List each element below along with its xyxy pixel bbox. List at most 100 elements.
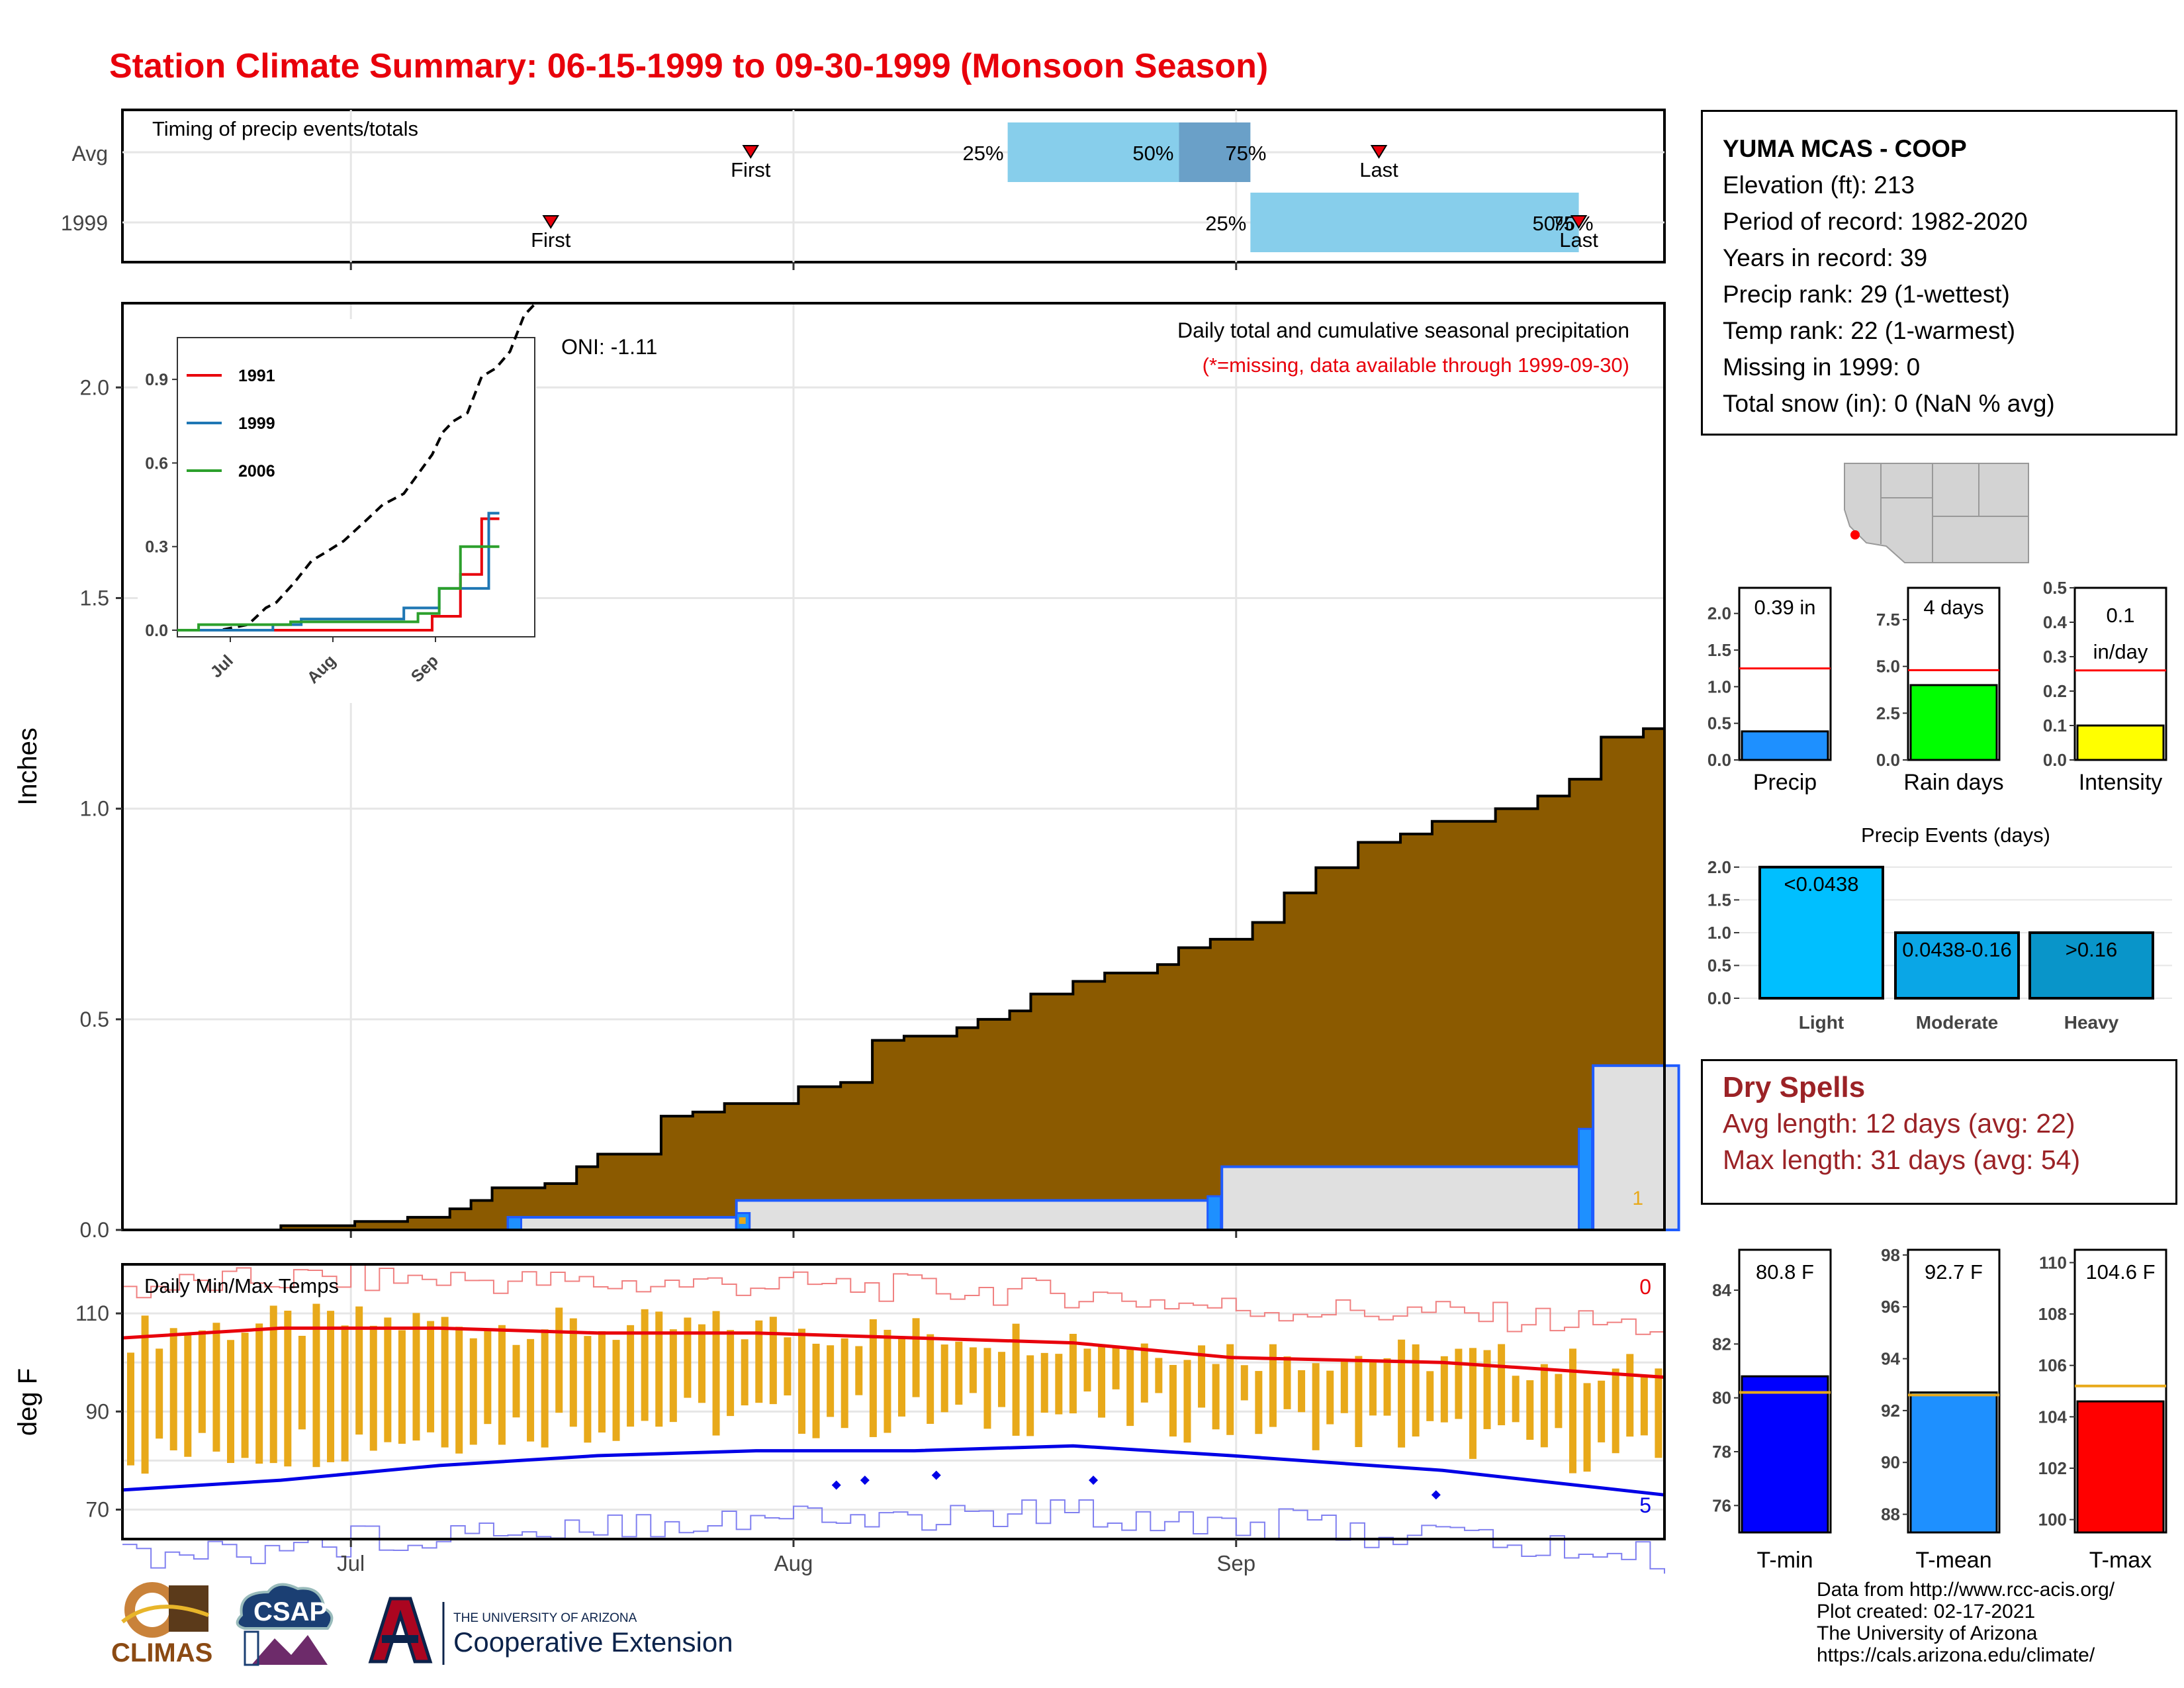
daily-temp-bar-99 <box>1540 1364 1548 1448</box>
temp-bar-tick-label-1-4: 96 <box>1881 1297 1900 1317</box>
daily-temp-bar-80 <box>1269 1344 1277 1427</box>
inset-legend-label-1999: 1999 <box>238 414 275 433</box>
temp-count-min: 5 <box>1639 1493 1651 1517</box>
mini-bar-tick-label-2-3: 0.3 <box>2043 647 2067 667</box>
daily-temp-bar-94 <box>1469 1348 1477 1459</box>
station-period: Period of record: 1982-2020 <box>1723 208 2028 235</box>
daily-temp-bar-47 <box>797 1329 805 1434</box>
daily-temp-bar-62 <box>1012 1323 1020 1436</box>
daily-temp-bar-0 <box>127 1352 134 1466</box>
timing-last-marker-0 <box>1370 145 1388 159</box>
precip-event-category-moderate: Moderate <box>1916 1012 1998 1033</box>
daily-temp-bar-27 <box>512 1344 520 1418</box>
daily-temp-bar-100 <box>1555 1374 1563 1429</box>
daily-temp-bar-54 <box>898 1336 905 1417</box>
ua-small-text: THE UNIVERSITY OF ARIZONA <box>453 1611 637 1625</box>
daily-temp-bar-24 <box>469 1338 477 1445</box>
month-tick-label-2: Sep <box>1216 1551 1255 1575</box>
record-min-marker-0 <box>831 1480 841 1490</box>
daily-temp-bar-4 <box>184 1334 192 1457</box>
daily-temp-bar-98 <box>1526 1380 1534 1440</box>
daily-temp-bar-35 <box>627 1325 635 1427</box>
daily-temp-bar-16 <box>355 1306 363 1435</box>
temp-bar-value-1: 92.7 F <box>1925 1260 1983 1284</box>
daily-temp-bar-73 <box>1169 1364 1177 1437</box>
mini-bar-tick-label-0-0: 0.0 <box>1707 750 1731 770</box>
daily-temp-bar-52 <box>869 1319 877 1437</box>
temp-y-tick-label-1: 90 <box>85 1399 109 1423</box>
record-min-marker-3 <box>1089 1476 1099 1485</box>
precip-event-category-light: Light <box>1799 1012 1844 1033</box>
precip-events-tick-label-4: 2.0 <box>1707 857 1731 877</box>
daily-temp-bar-5 <box>198 1330 206 1433</box>
timing-panel-label: Timing of precip events/totals <box>152 117 418 140</box>
inset-avg-cumulative-line <box>177 303 536 632</box>
dry-spells-avg: Avg length: 12 days (avg: 22) <box>1723 1108 2075 1139</box>
daily-temp-bar-44 <box>755 1320 763 1403</box>
daily-temp-bar-74 <box>1183 1360 1191 1443</box>
mini-bar-unit-2: in/day <box>2093 640 2148 663</box>
daily-temp-bar-86 <box>1355 1356 1363 1448</box>
daily-temp-bar-45 <box>769 1317 777 1405</box>
daily-temp-bar-71 <box>1140 1343 1148 1403</box>
record-min-marker-4 <box>1431 1490 1441 1500</box>
daily-temp-bar-89 <box>1398 1339 1406 1448</box>
daily-temp-bar-48 <box>812 1343 820 1438</box>
temp-bar-0 <box>1741 1375 1829 1534</box>
daily-temp-bar-66 <box>1069 1333 1077 1414</box>
station-precip-rank: Precip rank: 29 (1-wettest) <box>1723 281 2010 308</box>
daily-temp-bar-10 <box>269 1305 277 1464</box>
daily-temp-bar-96 <box>1498 1344 1506 1426</box>
station-location-map <box>1840 462 2030 564</box>
timing-last-label-1: Last <box>1559 228 1598 252</box>
daily-temp-bar-37 <box>655 1311 663 1427</box>
page-title: Station Climate Summary: 06-15-1999 to 0… <box>109 47 1269 85</box>
daily-temp-bar-36 <box>641 1309 649 1421</box>
daily-precip-bar-0 <box>507 1216 522 1231</box>
temp-bar-tick-label-1-5: 98 <box>1881 1245 1900 1265</box>
daily-temp-bar-60 <box>983 1348 991 1429</box>
temp-bar-tick-label-1-3: 94 <box>1881 1349 1900 1369</box>
daily-temp-bar-9 <box>255 1323 263 1464</box>
daily-temp-bar-72 <box>1155 1358 1163 1393</box>
daily-temp-bar-51 <box>855 1346 863 1395</box>
precip-y-tick-label-1: 0.5 <box>80 1008 109 1031</box>
daily-temp-bar-1 <box>141 1315 149 1474</box>
oni-label: ONI: -1.11 <box>561 335 657 359</box>
daily-temp-bar-64 <box>1040 1352 1048 1413</box>
daily-temp-bar-40 <box>698 1324 705 1403</box>
timing-q50-q75-bar-0 <box>1179 122 1251 182</box>
timing-q25-label-0: 25% <box>963 142 1004 165</box>
daily-temp-bar-68 <box>1098 1344 1106 1418</box>
timing-row-label-year: 1999 <box>61 211 108 235</box>
precip-events-tick-label-0: 0.0 <box>1707 988 1731 1008</box>
daily-temp-bar-69 <box>1112 1348 1120 1389</box>
event-step-2 <box>1220 1165 1595 1231</box>
precip-y-tick-label-2: 1.0 <box>80 797 109 821</box>
mini-bar-name-2: Intensity <box>2079 770 2163 795</box>
daily-temp-bar-92 <box>1440 1356 1448 1423</box>
daily-temp-bar-3 <box>169 1328 177 1451</box>
daily-temp-bar-30 <box>555 1307 563 1413</box>
station-snow: Total snow (in): 0 (NaN % avg) <box>1723 390 2055 417</box>
inset-line-1991 <box>177 517 500 632</box>
daily-temp-bar-91 <box>1426 1371 1434 1421</box>
temp-y-tick-label-2: 110 <box>75 1301 109 1325</box>
credit-plot-date: Plot created: 02-17-2021 <box>1817 1601 2036 1622</box>
daily-temp-bar-87 <box>1369 1361 1377 1416</box>
daily-temp-bar-19 <box>398 1330 406 1444</box>
timing-first-label-0: First <box>731 158 771 181</box>
daily-precip-bar-2 <box>1206 1195 1222 1231</box>
daily-temp-bar-56 <box>927 1334 934 1424</box>
station-missing: Missing in 1999: 0 <box>1723 353 1921 381</box>
daily-temp-bar-65 <box>1055 1354 1063 1415</box>
temp-bar-tick-label-2-2: 104 <box>2038 1407 2068 1427</box>
daily-temp-bar-28 <box>527 1338 535 1442</box>
mini-bar-tick-label-1-1: 2.5 <box>1876 703 1900 723</box>
station-elevation: Elevation (ft): 213 <box>1723 171 1915 199</box>
daily-temp-bar-8 <box>241 1333 249 1458</box>
temp-y-axis-label: deg F <box>13 1368 42 1436</box>
daily-temp-bar-50 <box>841 1338 848 1429</box>
temp-bar-tick-label-2-3: 106 <box>2038 1356 2067 1376</box>
timing-q75-label-0: 75% <box>1225 142 1266 165</box>
